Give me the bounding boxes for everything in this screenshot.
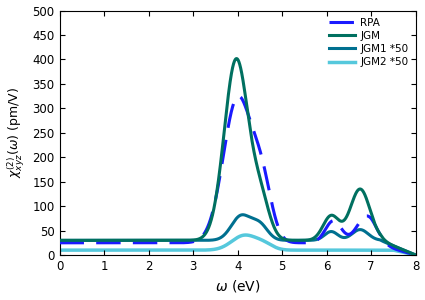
JGM1 *50 (406, 250, 411, 254)
JGM (406, 250, 411, 254)
Line: JGM2 *50: JGM2 *50 (60, 235, 416, 255)
RPA (236, 94, 241, 98)
JGM1 *50 (209, 238, 214, 242)
Line: JGM1 *50: JGM1 *50 (60, 215, 416, 255)
RPA (193, 239, 198, 242)
JGM (209, 217, 214, 220)
JGM2 *50 (368, 248, 373, 252)
Line: RPA: RPA (60, 96, 416, 255)
JGM (119, 238, 124, 242)
X-axis label: $\omega$ (eV): $\omega$ (eV) (215, 278, 261, 294)
JGM1 *50 (368, 234, 373, 238)
JGM2 *50 (98, 248, 103, 252)
RPA (57, 241, 62, 244)
RPA (119, 241, 124, 244)
JGM2 *50 (243, 233, 248, 237)
JGM (368, 209, 373, 213)
JGM (413, 253, 418, 257)
JGM2 *50 (209, 248, 214, 251)
Y-axis label: $\chi^{(2)}_{xyz}(\omega)$ (pm/V): $\chi^{(2)}_{xyz}(\omega)$ (pm/V) (6, 87, 27, 178)
JGM2 *50 (406, 252, 411, 255)
RPA (209, 214, 214, 217)
RPA (413, 253, 418, 257)
JGM1 *50 (119, 238, 124, 242)
JGM1 *50 (240, 213, 245, 217)
JGM (234, 57, 239, 60)
JGM2 *50 (193, 248, 198, 252)
JGM2 *50 (57, 248, 62, 252)
Line: JGM: JGM (60, 58, 416, 255)
JGM (57, 238, 62, 242)
JGM (98, 238, 103, 242)
JGM1 *50 (57, 238, 62, 242)
RPA (406, 251, 411, 255)
JGM1 *50 (193, 238, 198, 242)
JGM1 *50 (98, 238, 103, 242)
JGM2 *50 (413, 253, 418, 257)
Legend: RPA, JGM, JGM1 *50, JGM2 *50: RPA, JGM, JGM1 *50, JGM2 *50 (325, 14, 413, 71)
RPA (98, 241, 103, 244)
JGM1 *50 (413, 253, 418, 257)
JGM (193, 238, 198, 242)
RPA (368, 216, 373, 220)
JGM2 *50 (119, 248, 124, 252)
